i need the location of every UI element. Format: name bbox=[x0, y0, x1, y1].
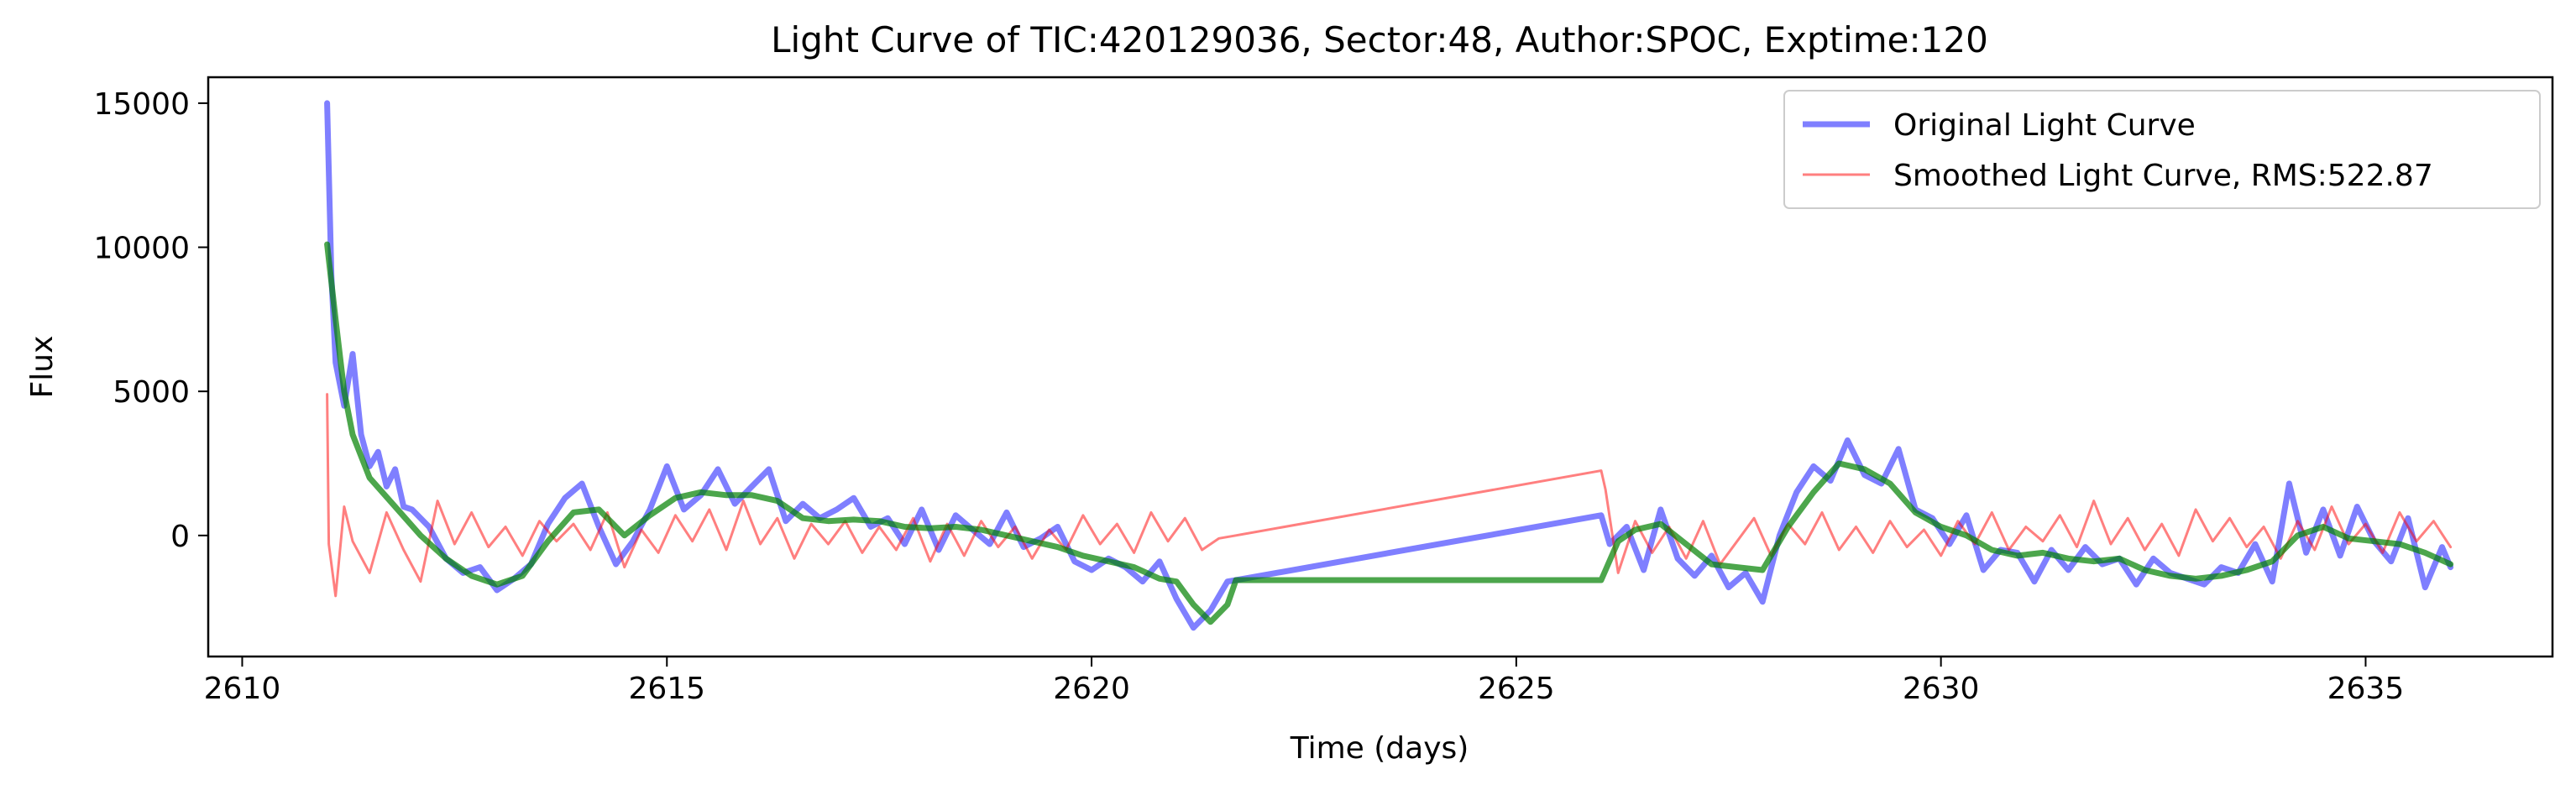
chart-title: Light Curve of TIC:420129036, Sector:48,… bbox=[771, 19, 1988, 60]
x-tick-label: 2615 bbox=[628, 672, 705, 706]
y-tick-label: 10000 bbox=[93, 232, 190, 266]
x-tick-label: 2635 bbox=[2327, 672, 2405, 706]
series-line-2 bbox=[324, 241, 2454, 625]
x-axis-label: Time (days) bbox=[1290, 731, 1469, 766]
x-tick-label: 2610 bbox=[204, 672, 281, 706]
legend-box bbox=[1783, 90, 2541, 209]
y-axis-ticks: 0 5000 10000 15000 bbox=[93, 87, 208, 554]
y-tick-label: 15000 bbox=[93, 87, 190, 122]
y-axis-label: Flux bbox=[25, 336, 60, 399]
legend: Original Light Curve Smoothed Light Curve… bbox=[1783, 90, 2541, 209]
y-tick-label: 5000 bbox=[113, 375, 190, 410]
series-layer bbox=[324, 100, 2454, 631]
x-axis-ticks: 2610 2615 2620 2625 2630 2635 bbox=[204, 657, 2405, 706]
y-tick-label: 0 bbox=[170, 520, 190, 554]
series-line-1 bbox=[326, 393, 2453, 598]
x-tick-label: 2625 bbox=[1478, 672, 1555, 706]
legend-label-1: Smoothed Light Curve, RMS:522.87 bbox=[1893, 159, 2433, 193]
x-tick-label: 2620 bbox=[1053, 672, 1130, 706]
legend-label-0: Original Light Curve bbox=[1893, 108, 2196, 143]
series-line-0 bbox=[324, 100, 2454, 631]
x-tick-label: 2630 bbox=[1903, 672, 1980, 706]
